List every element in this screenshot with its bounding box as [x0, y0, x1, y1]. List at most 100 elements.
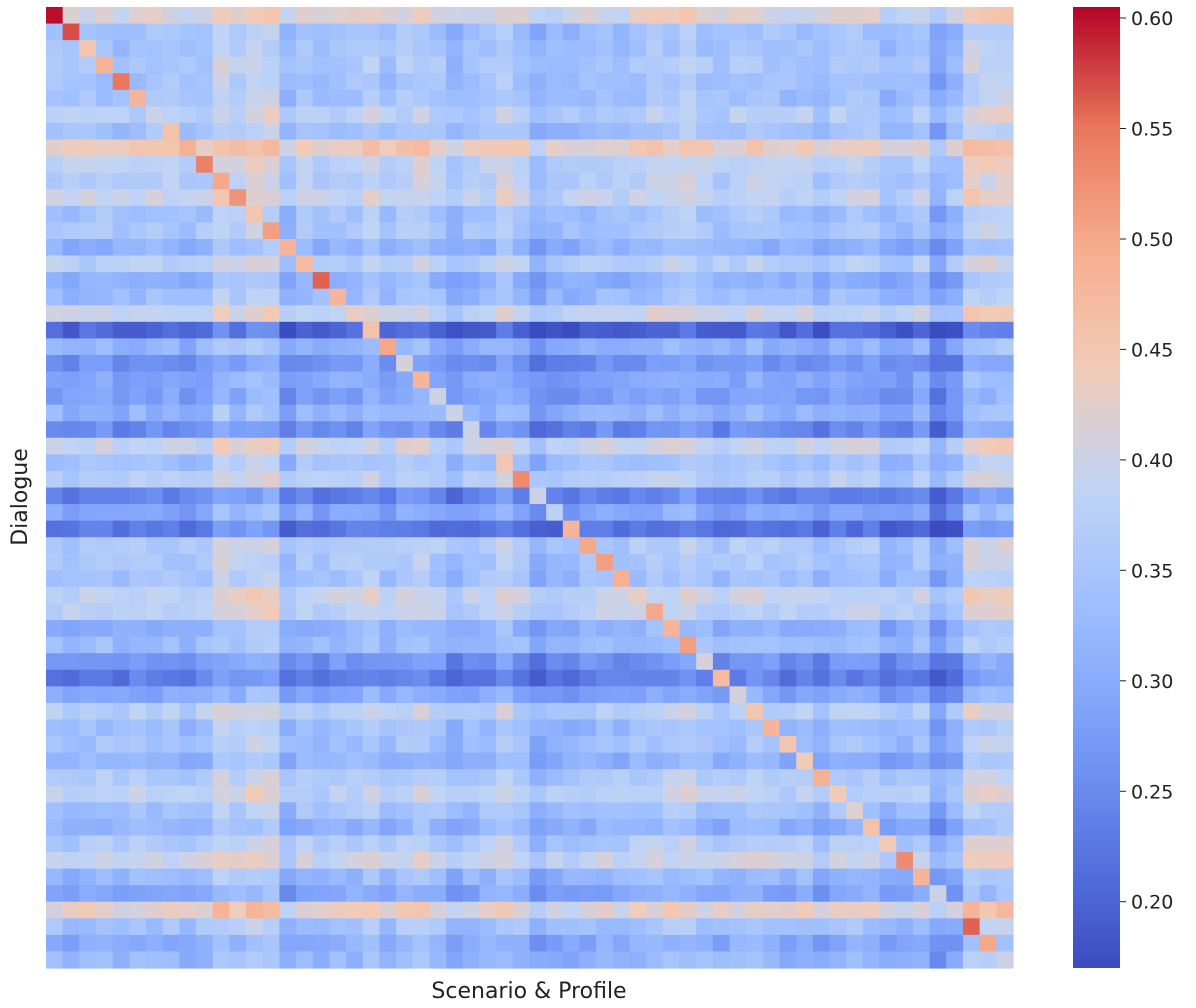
heatmap-cell [912, 23, 931, 41]
heatmap-cell [329, 852, 347, 870]
heatmap-cell [662, 520, 681, 538]
heatmap-cell [879, 918, 897, 936]
heatmap-cell [112, 437, 130, 455]
heatmap-cell [96, 338, 114, 356]
heatmap-cell [246, 918, 264, 936]
heatmap-cell [812, 620, 831, 638]
heatmap-cell [512, 454, 531, 472]
heatmap-cell [779, 421, 797, 439]
heatmap-cell [112, 56, 130, 74]
heatmap-cell [246, 835, 264, 853]
heatmap-cell [162, 122, 180, 141]
heatmap-cell [346, 818, 364, 837]
heatmap-cell [396, 736, 414, 754]
heatmap-cell [96, 537, 114, 555]
heatmap-cell [612, 437, 631, 455]
heatmap-cell [412, 56, 431, 74]
heatmap-cell [996, 437, 1014, 455]
heatmap-cell [579, 222, 597, 240]
heatmap-cell [729, 570, 747, 588]
heatmap-cell [412, 570, 431, 588]
heatmap-cell [479, 421, 497, 439]
heatmap-cell [829, 156, 847, 174]
heatmap-cell [429, 404, 447, 422]
heatmap-cell [429, 901, 447, 919]
heatmap-cell [212, 189, 230, 207]
heatmap-cell [512, 686, 531, 704]
heatmap-cell [546, 172, 564, 190]
heatmap-cell [212, 603, 230, 621]
heatmap-cell [646, 56, 664, 74]
heatmap-cell [379, 951, 397, 969]
heatmap-cell [396, 122, 414, 141]
heatmap-cell [312, 205, 331, 223]
heatmap-cell [596, 934, 614, 953]
heatmap-cell [262, 388, 281, 406]
heatmap-cell [179, 404, 197, 422]
heatmap-cell [329, 156, 347, 174]
heatmap-cell [579, 570, 597, 588]
heatmap-cell [212, 636, 230, 654]
heatmap-cell [696, 172, 714, 190]
heatmap-cell [179, 520, 197, 538]
heatmap-cell [712, 852, 731, 870]
heatmap-cell [312, 371, 331, 389]
heatmap-cell [529, 338, 547, 356]
heatmap-cell [446, 205, 464, 223]
heatmap-cell [412, 222, 431, 240]
heatmap-cell [446, 702, 464, 721]
heatmap-cell [846, 852, 864, 870]
heatmap-cell [62, 321, 80, 339]
heatmap-cell [662, 122, 681, 141]
heatmap-cell [579, 388, 597, 406]
heatmap-cell [179, 487, 197, 505]
heatmap-cell [312, 636, 331, 654]
heatmap-cell [212, 470, 230, 489]
heatmap-cell [596, 686, 614, 704]
heatmap-cell [496, 305, 514, 323]
heatmap-cell [412, 321, 431, 339]
heatmap-cell [196, 222, 214, 240]
heatmap-cell [879, 835, 897, 853]
heatmap-cell [879, 189, 897, 207]
heatmap-cell [229, 918, 247, 936]
heatmap-cell [879, 669, 897, 687]
heatmap-cell [362, 951, 381, 969]
heatmap-cell [662, 106, 681, 124]
heatmap-cell [62, 470, 80, 489]
heatmap-cell [996, 636, 1014, 654]
heatmap-cell [429, 653, 447, 671]
heatmap-cell [862, 785, 881, 803]
heatmap-cell [446, 156, 464, 174]
heatmap-cell [996, 106, 1014, 124]
heatmap-cell [179, 454, 197, 472]
heatmap-cell [779, 702, 797, 721]
heatmap-cell [262, 553, 281, 571]
heatmap-cell [646, 156, 664, 174]
heatmap-cell [512, 719, 531, 737]
heatmap-cell [546, 702, 564, 721]
heatmap-cell [762, 404, 781, 422]
heatmap-cell [396, 388, 414, 406]
heatmap-cell [596, 404, 614, 422]
heatmap-cell [812, 56, 831, 74]
heatmap-cell [329, 421, 347, 439]
heatmap-cell [146, 288, 164, 306]
heatmap-cell [229, 951, 247, 969]
heatmap-cell [329, 636, 347, 654]
heatmap-cell [279, 769, 297, 787]
heatmap-cell [262, 620, 281, 638]
heatmap-cell [312, 272, 331, 290]
heatmap-cell [362, 288, 381, 306]
heatmap-cell [679, 868, 697, 886]
heatmap-cell [779, 918, 797, 936]
heatmap-cell [612, 835, 631, 853]
heatmap-cell [96, 388, 114, 406]
heatmap-cell [646, 189, 664, 207]
heatmap-cell [729, 620, 747, 638]
heatmap-cell [329, 354, 347, 373]
heatmap-cell [996, 702, 1014, 721]
heatmap-cell [979, 603, 997, 621]
heatmap-cell [646, 835, 664, 853]
heatmap-cell [429, 338, 447, 356]
